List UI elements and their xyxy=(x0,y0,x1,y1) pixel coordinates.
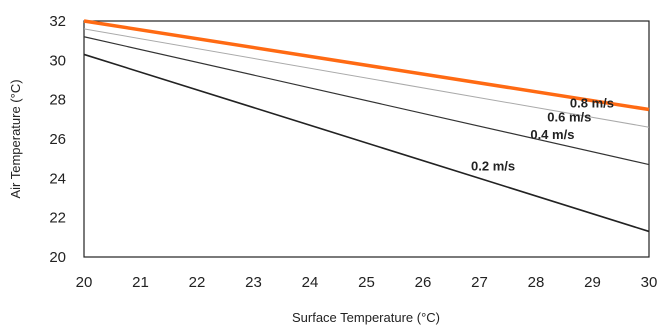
series-label-0-2-m-s: 0.2 m/s xyxy=(471,158,515,173)
x-tick-label: 28 xyxy=(528,274,545,291)
x-tick-label: 22 xyxy=(189,274,206,291)
x-tick-label: 30 xyxy=(641,274,658,291)
x-tick-label: 20 xyxy=(76,274,93,291)
series-label-0-6-m-s: 0.6 m/s xyxy=(547,109,591,124)
x-tick-label: 25 xyxy=(358,274,375,291)
x-axis-title: Surface Temperature (°C) xyxy=(292,310,440,325)
x-tick-label: 27 xyxy=(471,274,488,291)
y-tick-label: 22 xyxy=(49,210,66,227)
series-line-0-4-m-s xyxy=(84,37,649,165)
x-tick-label: 23 xyxy=(245,274,262,291)
series-label-layer: 0.8 m/s0.6 m/s 0.4 m/s 0.2 m/s xyxy=(471,96,614,174)
y-tick-label: 24 xyxy=(49,170,66,187)
series-label-0-8-m-s: 0.8 m/s xyxy=(570,96,614,111)
y-tick-label: 30 xyxy=(49,52,66,69)
series-line-0-2-m-s xyxy=(84,54,649,231)
x-tick-label: 26 xyxy=(415,274,432,291)
y-tick-label: 32 xyxy=(49,13,66,30)
x-tick-label: 29 xyxy=(584,274,601,291)
x-axis-ticks: 20 21 22 23 24 25 26 27 28 29 30 xyxy=(76,274,658,291)
y-tick-label: 26 xyxy=(49,131,66,148)
y-tick-label: 20 xyxy=(49,249,66,266)
y-tick-label: 28 xyxy=(49,92,66,109)
series-line-0-8-m-s xyxy=(84,21,649,110)
series-label-0-4-m-s: 0.4 m/s xyxy=(530,127,574,142)
y-axis-ticks: 20 22 24 26 28 30 32 xyxy=(49,13,66,266)
x-tick-label: 21 xyxy=(132,274,149,291)
y-axis-title: Air Temperature (°C) xyxy=(8,79,23,198)
x-tick-label: 24 xyxy=(302,274,319,291)
